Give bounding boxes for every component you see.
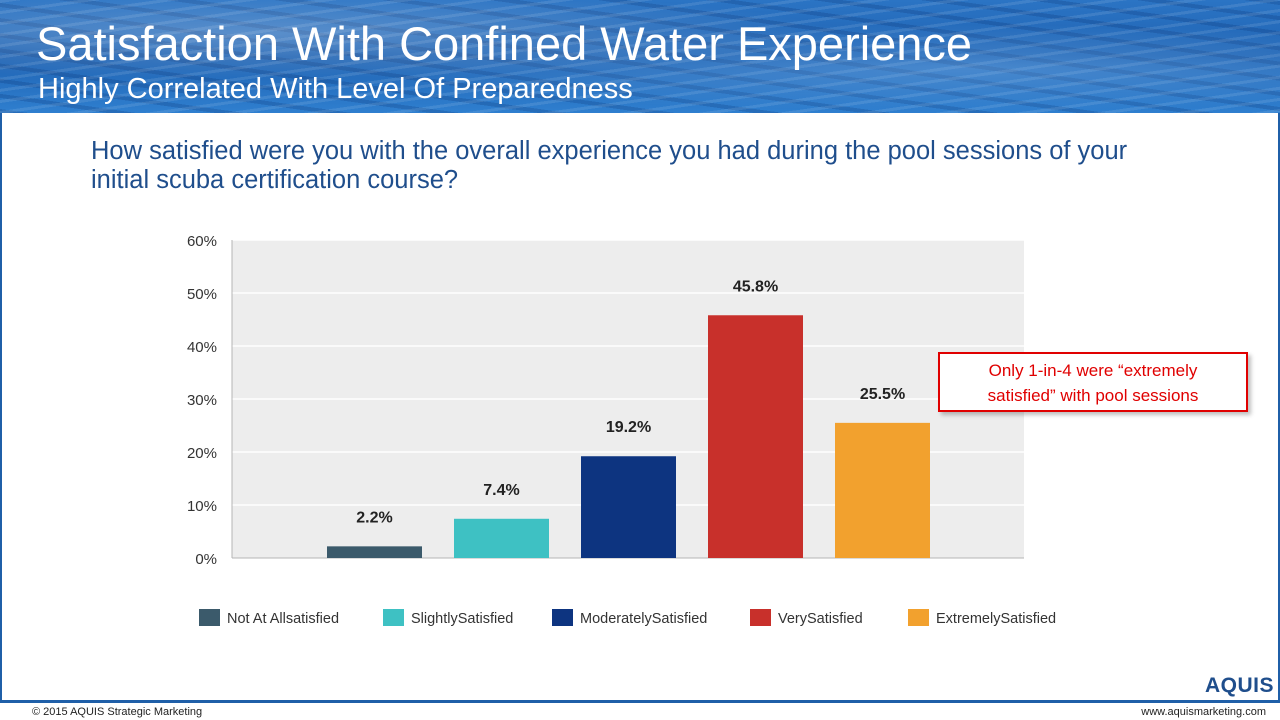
callout-line-1: Only 1-in-4 were “extremely xyxy=(988,361,1198,380)
y-tick-label: 0% xyxy=(195,551,217,568)
aquis-logo: AQUIS xyxy=(1205,674,1275,697)
bar-value-label: 7.4% xyxy=(483,482,519,499)
bar-value-label: 2.2% xyxy=(356,509,392,526)
y-tick-label: 20% xyxy=(187,445,217,462)
callout-line-2: satisfied” with pool sessions xyxy=(987,386,1199,405)
bar xyxy=(708,315,803,558)
footer-website: www.aquismarketing.com xyxy=(1141,706,1266,718)
legend-label: SlightlySatisfied xyxy=(411,611,513,627)
bar-value-label: 25.5% xyxy=(860,386,905,403)
slide-subtitle: Highly Correlated With Level Of Prepared… xyxy=(38,73,633,105)
legend-swatch xyxy=(750,609,771,626)
y-tick-label: 40% xyxy=(187,339,217,356)
survey-question: How satisfied were you with the overall … xyxy=(91,137,1128,194)
legend-swatch xyxy=(552,609,573,626)
header-banner: Satisfaction With Confined Water Experie… xyxy=(0,0,1280,113)
slide-title: Satisfaction With Confined Water Experie… xyxy=(36,17,973,70)
legend-label: VerySatisfied xyxy=(778,611,863,627)
y-tick-label: 10% xyxy=(187,498,217,515)
frame-right-border xyxy=(1278,113,1280,703)
bar-value-label: 19.2% xyxy=(606,419,651,436)
legend-swatch xyxy=(383,609,404,626)
bar xyxy=(581,456,676,558)
callout-box: Only 1-in-4 were “extremely satisfied” w… xyxy=(938,352,1248,412)
y-tick-label: 50% xyxy=(187,286,217,303)
frame-bottom-border xyxy=(0,700,1280,703)
y-tick-label: 60% xyxy=(187,233,217,250)
bar xyxy=(835,422,930,558)
y-tick-label: 30% xyxy=(187,392,217,409)
legend-label: Not At Allsatisfied xyxy=(227,611,339,627)
footer-copyright: © 2015 AQUIS Strategic Marketing xyxy=(32,706,203,718)
legend-label: ModeratelySatisfied xyxy=(580,611,707,627)
bar xyxy=(454,518,549,558)
legend-label: ExtremelySatisfied xyxy=(936,611,1056,627)
bar-value-label: 45.8% xyxy=(733,278,778,295)
legend-swatch xyxy=(199,609,220,626)
frame-left-border xyxy=(0,113,2,703)
bar xyxy=(327,546,422,558)
legend-swatch xyxy=(908,609,929,626)
